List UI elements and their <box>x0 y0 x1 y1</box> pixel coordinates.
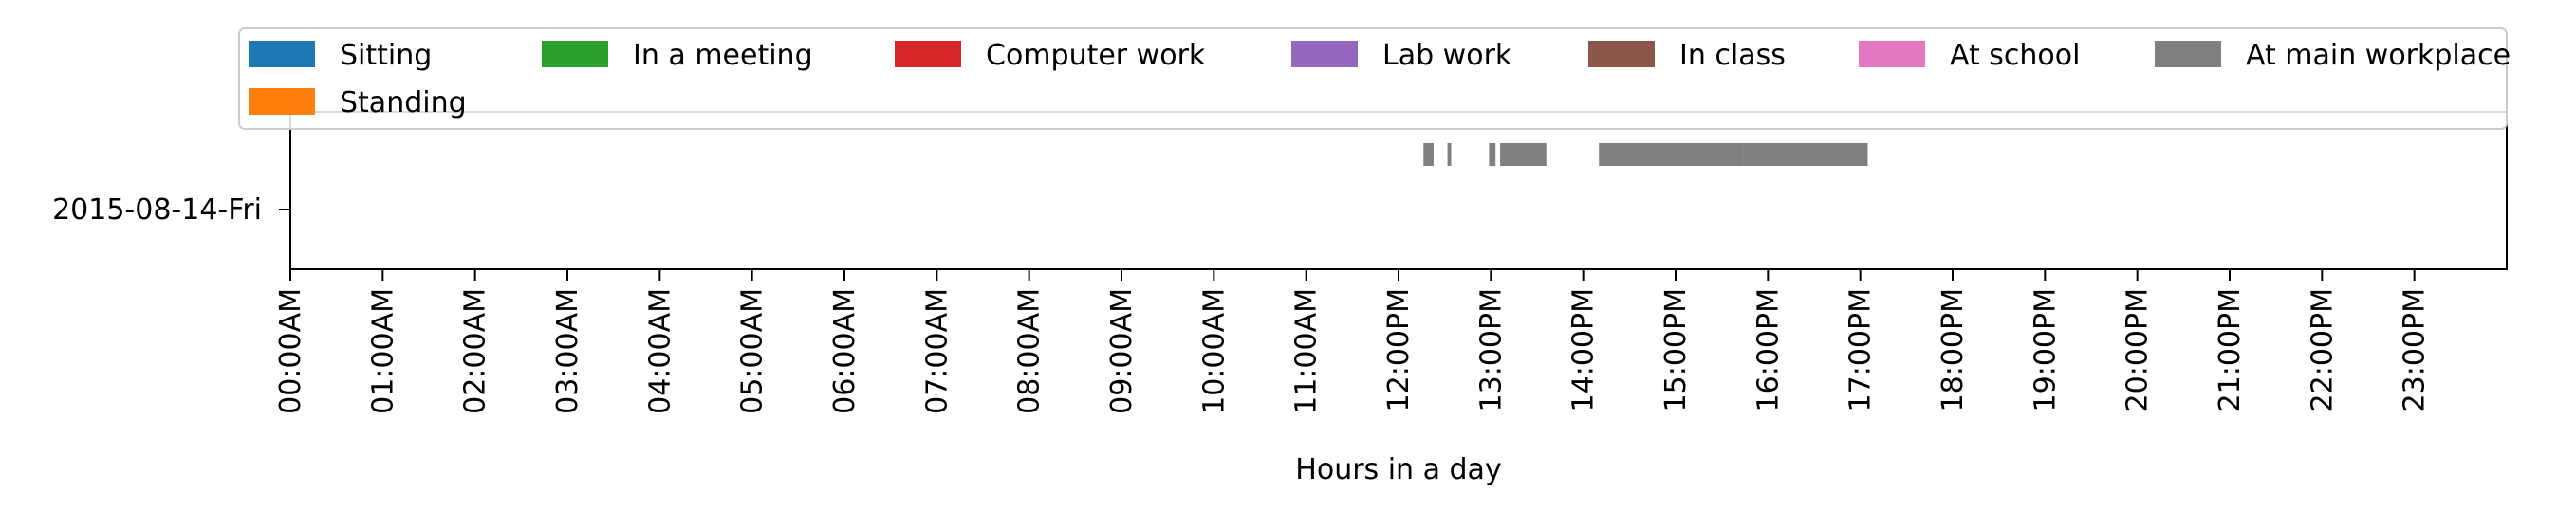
x-tick-label: 13:00PM <box>1474 288 1508 411</box>
x-tick-label: 06:00AM <box>828 288 862 414</box>
legend-swatch <box>1859 41 1925 67</box>
activity-bar <box>1500 143 1547 166</box>
x-tick-label: 12:00PM <box>1382 288 1416 411</box>
x-tick-label: 05:00AM <box>736 288 769 414</box>
x-tick-label: 08:00AM <box>1013 288 1047 414</box>
activity-bar <box>1743 143 1868 166</box>
x-tick-label: 19:00PM <box>2029 288 2062 411</box>
y-tick-label: 2015-08-14-Fri <box>52 193 262 227</box>
x-tick-label: 10:00AM <box>1197 288 1231 414</box>
legend-label: At main workplace <box>2246 39 2511 72</box>
x-axis-label: Hours in a day <box>1295 453 1501 486</box>
legend-swatch <box>249 88 315 115</box>
activity-bar <box>1489 143 1496 166</box>
x-tick-label: 16:00PM <box>1751 288 1785 411</box>
x-tick-label: 22:00PM <box>2306 288 2339 411</box>
legend-box <box>238 27 2508 130</box>
legend-swatch <box>895 41 961 67</box>
legend-label: In a meeting <box>633 39 813 72</box>
legend-swatch <box>249 41 315 67</box>
legend-label: Sitting <box>340 39 432 72</box>
x-tick-label: 00:00AM <box>274 288 307 414</box>
legend-swatch <box>542 41 608 67</box>
x-tick-label: 18:00PM <box>1937 288 1970 411</box>
legend-swatch <box>1588 41 1655 67</box>
plot-frame <box>289 111 2508 270</box>
legend-swatch <box>1291 41 1358 67</box>
legend-label: At school <box>1950 39 2080 72</box>
legend-label: Lab work <box>1382 39 1512 72</box>
x-tick-label: 11:00AM <box>1290 288 1324 414</box>
legend-label: In class <box>1679 39 1786 72</box>
legend-label: Standing <box>340 86 467 119</box>
activity-bar <box>1423 143 1434 166</box>
legend-label: Computer work <box>986 39 1206 72</box>
x-tick-label: 20:00PM <box>2122 288 2155 411</box>
activity-bars <box>1423 143 1868 166</box>
x-tick-label: 09:00AM <box>1105 288 1139 414</box>
x-tick-label: 01:00AM <box>366 288 399 414</box>
legend-swatch <box>2155 41 2221 67</box>
activity-bar <box>1674 143 1744 166</box>
activity-bar <box>1447 143 1452 166</box>
x-tick-label: 07:00AM <box>920 288 954 414</box>
legend: Sitting In a meeting Computer work Lab work… <box>238 27 2511 130</box>
x-tick-label: 03:00AM <box>551 288 584 414</box>
x-tick-label: 04:00AM <box>643 288 676 414</box>
x-tick-label: 21:00PM <box>2214 288 2247 411</box>
x-tick-label: 02:00AM <box>459 288 492 414</box>
x-axis: 00:00AM 01:00AM 02:00AM 03:00AM 04:00AM 05:00… <box>274 269 2432 414</box>
x-tick-label: 23:00PM <box>2399 288 2432 411</box>
x-tick-label: 15:00PM <box>1659 288 1693 411</box>
plot-area <box>289 111 2508 270</box>
x-tick-label: 17:00PM <box>1844 288 1878 411</box>
activity-bar <box>1599 143 1675 166</box>
y-axis: 2015-08-14-Fri <box>52 193 290 227</box>
x-tick-label: 14:00PM <box>1567 288 1601 411</box>
